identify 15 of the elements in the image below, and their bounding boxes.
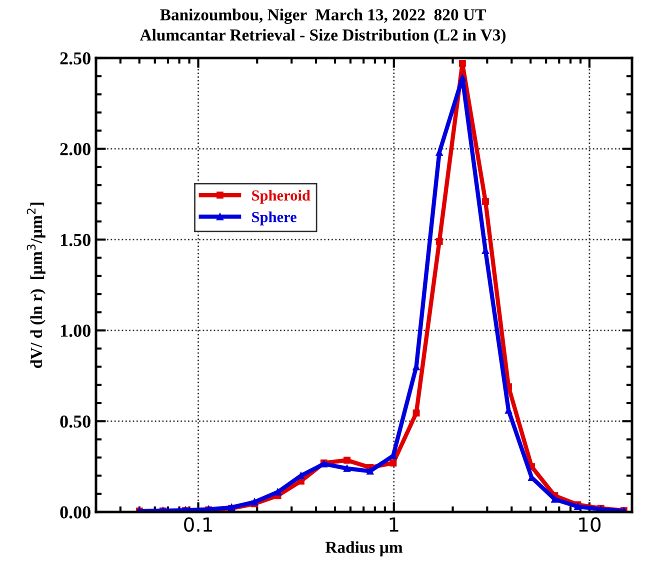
y-tick-label: 0.50 (60, 415, 90, 428)
y-tick-label: 1.00 (60, 324, 90, 337)
x-axis-title: Radius µm (325, 541, 403, 556)
x-tick-label: 0.1 (184, 517, 212, 532)
y-tick-label: 2.50 (60, 52, 90, 65)
legend-label: Spheroid (252, 190, 310, 204)
x-tick-label: 10 (579, 517, 601, 532)
chart-subtitle: Alumcantar Retrieval - Size Distribution (L2 in V3) (140, 28, 506, 44)
x-tick-label: 1 (390, 517, 398, 532)
legend-label: Sphere (252, 211, 296, 226)
y-tick-label: 0.00 (60, 506, 90, 519)
y-axis-title: dV/ d (ln r) [µm$^{3}$/µm$^{2}$] (26, 202, 46, 368)
chart-title: Banizoumbou, Niger March 13, 2022 820 UT (160, 8, 486, 24)
y-tick-label: 2.00 (60, 143, 90, 156)
y-tick-label: 1.50 (60, 234, 90, 246)
